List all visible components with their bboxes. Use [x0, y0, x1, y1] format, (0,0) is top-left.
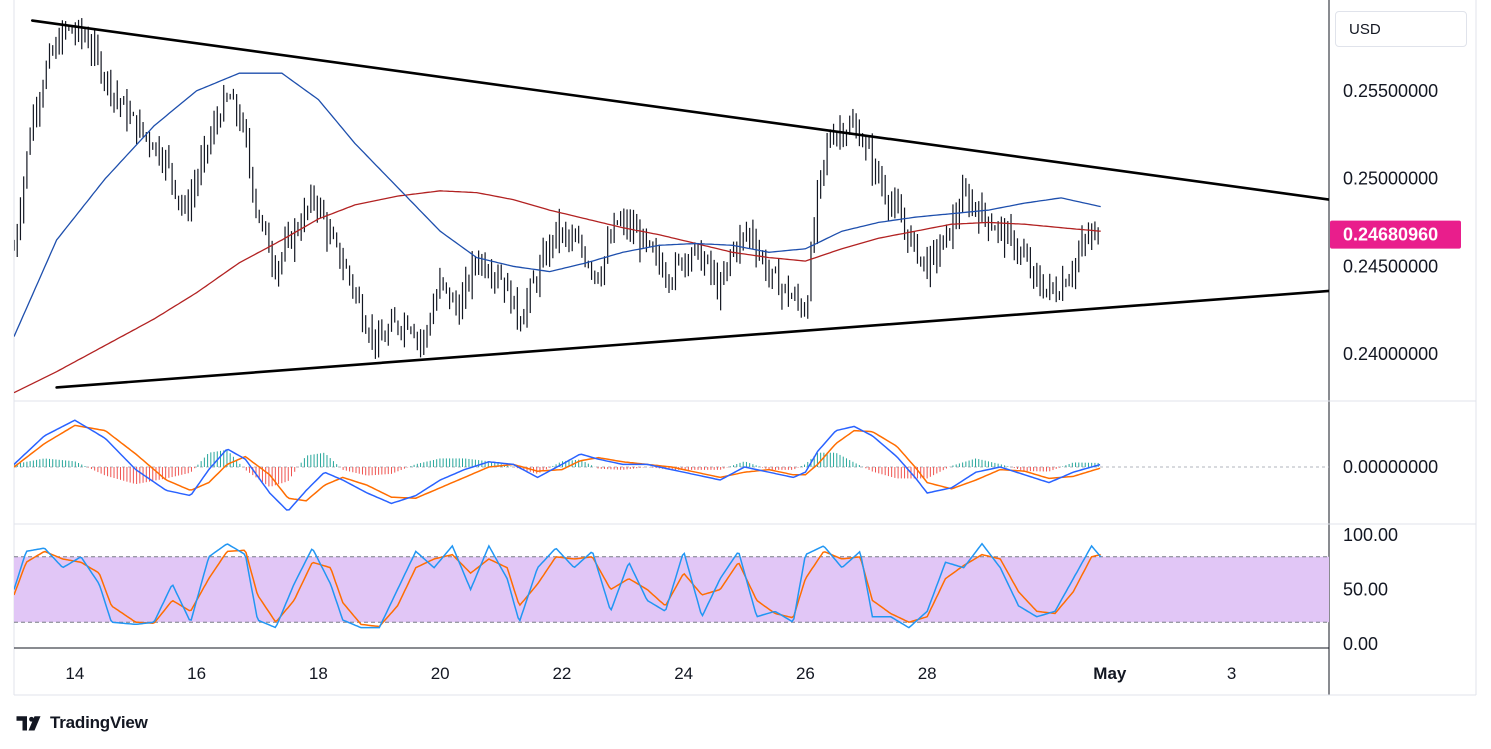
last-price-tag: 0.24680960 — [1330, 220, 1461, 249]
price-axis-label: 0.25000000 — [1343, 169, 1438, 189]
price-axis-label: 0.24500000 — [1343, 256, 1438, 276]
currency-selector[interactable]: USD — [1335, 11, 1467, 47]
time-axis-label: May — [1093, 664, 1127, 683]
stochastic-k-line — [14, 542, 1102, 629]
last-price-label: 0.24680960 — [1343, 225, 1438, 245]
time-axis-label: 18 — [309, 664, 328, 683]
last-price-badge — [1330, 220, 1461, 249]
ohlc-bars — [14, 18, 1099, 359]
moving-average-slow — [14, 190, 1101, 394]
time-axis-label: 16 — [187, 664, 206, 683]
stochastic-pane[interactable] — [14, 542, 1329, 629]
price-axis-label: 0.24000000 — [1343, 344, 1438, 364]
time-axis-label: 24 — [674, 664, 693, 683]
tradingview-logo-icon — [16, 716, 41, 731]
stochastic-axis-label: 0.00 — [1343, 634, 1378, 654]
time-axis-label: 28 — [918, 664, 937, 683]
time-axis-label: 26 — [796, 664, 815, 683]
macd-pane[interactable] — [14, 419, 1329, 511]
brand[interactable]: TradingView — [16, 711, 148, 735]
stochastic-axis-label: 100.00 — [1343, 525, 1398, 545]
time-axis-label: 22 — [552, 664, 571, 683]
trendline-resistance — [30, 19, 1329, 201]
time-axis-label: 14 — [65, 664, 84, 683]
time-axis-label: 3 — [1227, 664, 1236, 683]
currency-label: USD — [1349, 21, 1381, 38]
axis-labels: 0.25500000 0.25000000 0.24500000 0.24000000… — [65, 81, 1461, 683]
macd-histogram — [14, 449, 1099, 487]
macd-axis-label: 0.00000000 — [1343, 457, 1438, 477]
price-pane[interactable] — [14, 18, 1329, 394]
brand-name: TradingView — [50, 713, 148, 732]
trendline-support — [55, 289, 1329, 389]
macd-line — [14, 419, 1101, 511]
stochastic-axis-label: 50.00 — [1343, 580, 1388, 600]
moving-average-fast — [14, 72, 1101, 337]
time-axis-label: 20 — [431, 664, 450, 683]
macd-signal-line — [14, 424, 1101, 502]
price-axis-label: 0.25500000 — [1343, 81, 1438, 101]
